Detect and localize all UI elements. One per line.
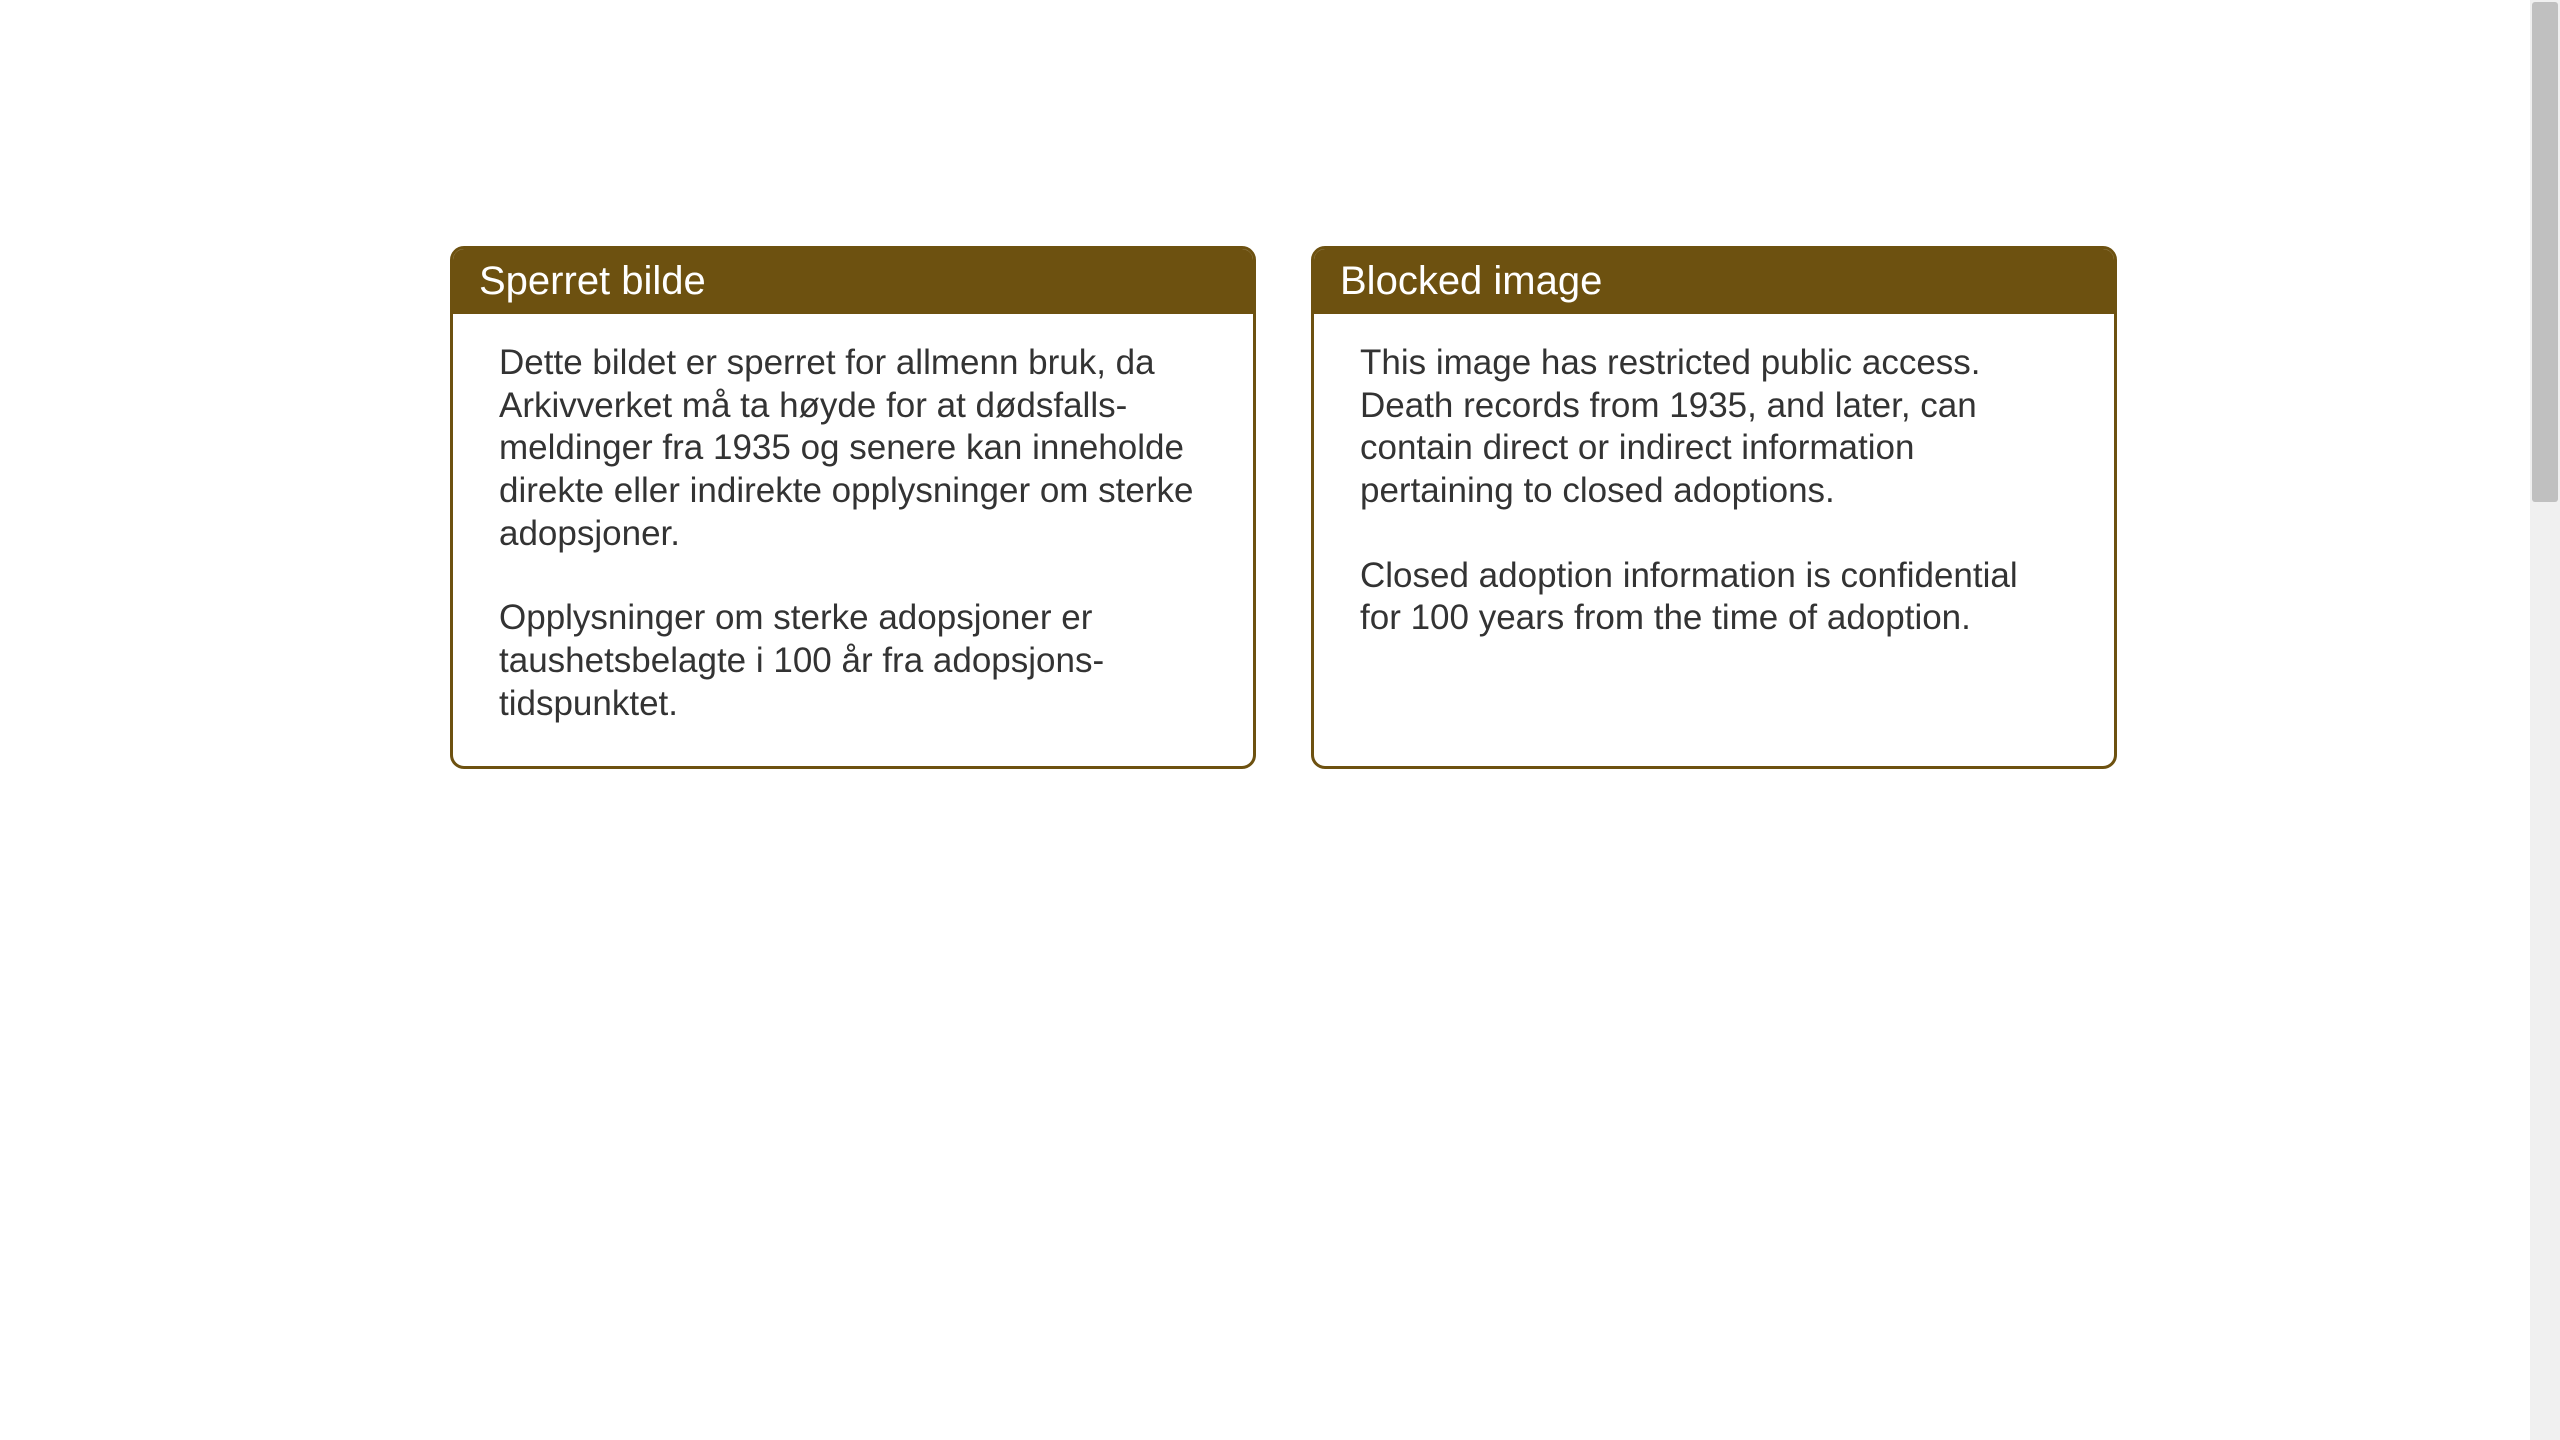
scrollbar-thumb[interactable] [2532,2,2558,502]
notice-box-norwegian: Sperret bilde Dette bildet er sperret fo… [450,246,1256,769]
notice-header-english: Blocked image [1314,249,2114,314]
notice-paragraph-english-1: This image has restricted public access.… [1360,342,2068,513]
notice-paragraph-english-2: Closed adoption information is confident… [1360,555,2068,640]
notice-container: Sperret bilde Dette bildet er sperret fo… [450,246,2117,769]
notice-paragraph-norwegian-1: Dette bildet er sperret for allmenn bruk… [499,342,1207,555]
notice-title-norwegian: Sperret bilde [479,259,706,303]
notice-title-english: Blocked image [1340,259,1602,303]
notice-paragraph-norwegian-2: Opplysninger om sterke adopsjoner er tau… [499,597,1207,725]
notice-body-english: This image has restricted public access.… [1314,314,2114,764]
notice-body-norwegian: Dette bildet er sperret for allmenn bruk… [453,314,1253,766]
notice-box-english: Blocked image This image has restricted … [1311,246,2117,769]
scrollbar-track[interactable] [2530,0,2560,1440]
notice-header-norwegian: Sperret bilde [453,249,1253,314]
